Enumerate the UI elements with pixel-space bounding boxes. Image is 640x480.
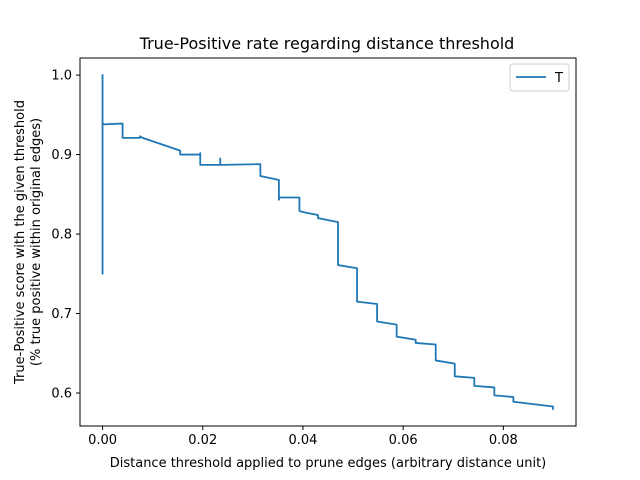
plot-area: 0.00 0.02 0.04 0.06 0.08 0.6 0.7 0.8 0.9 1.0 (51, 57, 577, 448)
y-tick-label: 0.9 (51, 148, 72, 163)
x-tick-label: 0.04 (288, 433, 317, 448)
y-tick-label: 0.7 (51, 307, 72, 322)
x-tick-label: 0.02 (188, 433, 217, 448)
chart-title: True-Positive rate regarding distance th… (139, 34, 515, 53)
x-tick-label: 0.06 (389, 433, 418, 448)
y-axis-ticks: 0.6 0.7 0.8 0.9 1.0 (51, 69, 80, 402)
plot-frame (79, 57, 577, 427)
y-axis-label: True-Positive score with the given thres… (13, 100, 44, 385)
legend: T (509, 63, 570, 92)
legend-series-label: T (554, 71, 563, 86)
series-line-T (101, 74, 554, 410)
x-axis-ticks: 0.00 0.02 0.04 0.06 0.08 (88, 426, 518, 448)
x-tick-label: 0.08 (489, 433, 518, 448)
y-tick-label: 0.6 (51, 387, 72, 402)
y-tick-label: 1.0 (51, 69, 72, 84)
y-tick-label: 0.8 (51, 228, 72, 243)
y-axis-label-line2: (% true positive within original edges) (29, 118, 44, 366)
y-axis-label-line1: True-Positive score with the given thres… (13, 100, 28, 385)
x-tick-label: 0.00 (88, 433, 117, 448)
x-axis-label: Distance threshold applied to prune edge… (110, 456, 547, 471)
plot-background (80, 58, 576, 426)
series-layer (101, 74, 554, 410)
